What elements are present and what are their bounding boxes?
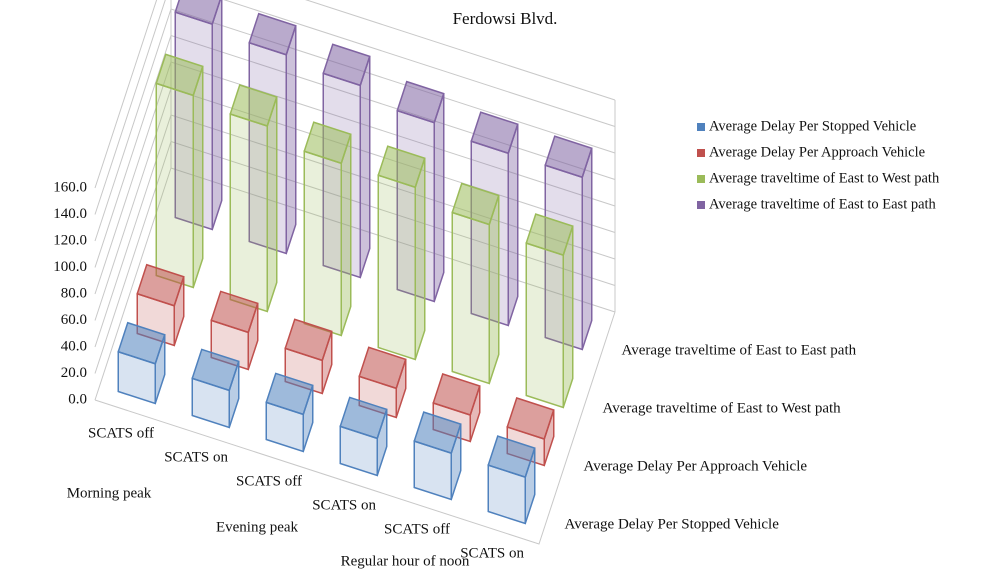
bar — [303, 121, 352, 337]
bar — [413, 411, 462, 501]
bar — [451, 182, 500, 385]
bar-top — [210, 290, 259, 334]
bar — [525, 213, 574, 409]
x-tick-label: SCATS on — [460, 545, 524, 561]
x-tick-label: SCATS on — [312, 497, 376, 513]
bar-side — [433, 93, 445, 302]
x-tick-label: SCATS on — [164, 449, 228, 465]
bar-front — [451, 211, 490, 385]
bar-side — [266, 96, 278, 312]
depth-label: Average traveltime of East to West path — [603, 400, 842, 416]
legend-swatch — [697, 149, 705, 157]
bar-top — [451, 182, 500, 226]
group-label: Evening peak — [216, 519, 299, 535]
x-tick-label: SCATS off — [384, 521, 450, 537]
bar-top — [248, 12, 297, 56]
bar-top — [506, 397, 555, 440]
bar-top — [525, 213, 574, 257]
bar-top — [358, 346, 407, 390]
y-tick-label: 100.0 — [53, 259, 87, 275]
group-label: Regular hour of noon — [341, 553, 470, 569]
bar-top — [174, 0, 221, 26]
bar-side — [211, 0, 223, 230]
bar-top — [265, 372, 314, 416]
bar-side — [414, 158, 426, 360]
chart-title: Ferdowsi Blvd. — [453, 9, 558, 28]
bar-front — [155, 82, 194, 289]
bar — [229, 84, 278, 313]
group-label: Morning peak — [67, 485, 152, 501]
depth-label: Average Delay Per Stopped Vehicle — [565, 516, 780, 532]
bar-front — [525, 242, 564, 409]
bar-front — [229, 112, 268, 313]
y-tick-label: 20.0 — [61, 365, 87, 381]
legend-swatch — [697, 175, 705, 183]
bar-top — [117, 321, 166, 365]
bar-top — [470, 111, 519, 155]
bar-top — [396, 80, 445, 124]
legend-swatch — [697, 201, 705, 209]
bar-side — [192, 66, 204, 288]
depth-label: Average traveltime of East to East path — [622, 342, 857, 358]
bar-top — [322, 43, 371, 87]
x-tick-label: SCATS off — [88, 425, 154, 441]
bar-top — [377, 145, 426, 189]
depth-label: Average Delay Per Approach Vehicle — [584, 458, 808, 474]
bar-front — [303, 150, 342, 337]
bar — [339, 396, 388, 477]
bar — [155, 53, 204, 289]
bar — [117, 321, 166, 405]
y-tick-label: 140.0 — [53, 206, 87, 222]
legend-label: Average Delay Per Stopped Vehicle — [709, 118, 916, 134]
bar-side — [581, 148, 593, 350]
grid-line — [94, 0, 616, 215]
bar-side — [562, 225, 574, 408]
bar-top — [303, 121, 352, 165]
bar — [377, 145, 426, 361]
bar-front — [377, 174, 416, 361]
y-tick-label: 80.0 — [61, 285, 87, 301]
x-tick-label: SCATS off — [236, 473, 302, 489]
bar-side — [359, 56, 371, 278]
bar-side — [507, 124, 519, 326]
bar — [284, 318, 333, 395]
bar-top — [229, 84, 278, 127]
bar-side — [285, 25, 297, 254]
legend-label: Average traveltime of East to West path — [709, 170, 940, 186]
bar-top — [544, 135, 593, 179]
legend-label: Average traveltime of East to East path — [709, 196, 937, 212]
bar-top — [339, 396, 388, 440]
bar-top — [487, 435, 536, 479]
floor — [94, 311, 616, 545]
bar-side — [340, 134, 352, 336]
y-tick-label: 40.0 — [61, 338, 87, 354]
bar — [487, 435, 536, 525]
bar-top — [413, 411, 462, 455]
y-tick-label: 120.0 — [53, 232, 87, 248]
legend-label: Average Delay Per Approach Vehicle — [709, 144, 925, 160]
y-tick-label: 0.0 — [68, 391, 87, 407]
bar-side — [488, 195, 500, 384]
y-tick-label: 160.0 — [53, 179, 87, 195]
grid-line — [94, 0, 616, 189]
legend-swatch — [697, 123, 705, 131]
bar-top — [191, 348, 240, 392]
bar — [191, 348, 240, 429]
y-tick-label: 60.0 — [61, 312, 87, 328]
bar-top — [155, 53, 204, 97]
bar-top — [284, 318, 333, 362]
bar — [265, 372, 314, 453]
bar-top — [136, 263, 185, 307]
bar-top — [432, 373, 481, 416]
